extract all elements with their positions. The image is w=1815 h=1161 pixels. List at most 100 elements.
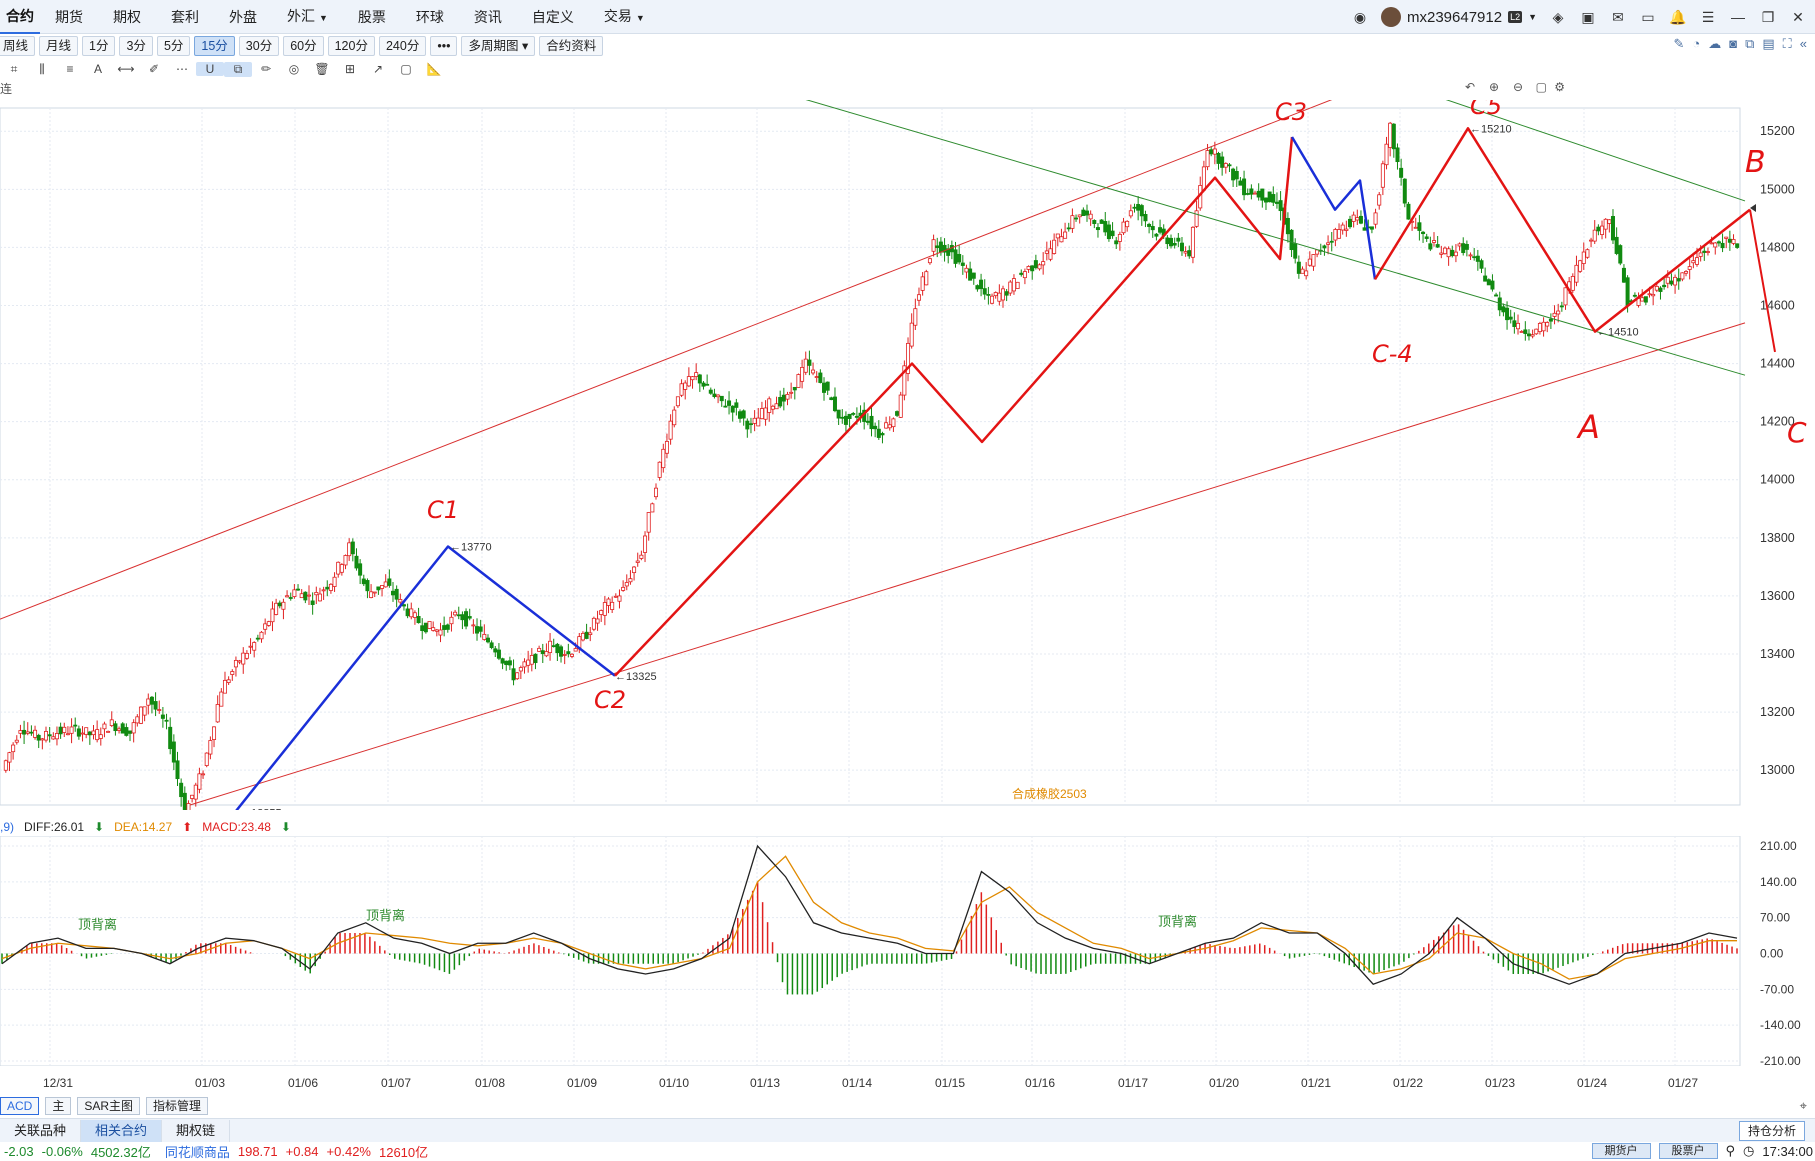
candle	[201, 773, 206, 776]
period-button-5[interactable]: 15分	[194, 36, 235, 56]
menu-item-label: 期权	[113, 8, 141, 25]
export-icon[interactable]: ↗	[372, 62, 384, 76]
zoom-in-icon[interactable]: ⊕	[1488, 80, 1499, 94]
overlap-icon[interactable]: ⧉	[224, 61, 252, 77]
candle	[573, 648, 578, 652]
period-button-8[interactable]: 120分	[327, 36, 375, 56]
commodity-name[interactable]: 同花顺商品	[164, 1144, 230, 1160]
multi-period-button[interactable]: 多周期图 ▾	[461, 36, 536, 56]
pencil-icon[interactable]: ✏	[260, 62, 272, 76]
collapse-icon[interactable]: «	[1799, 36, 1807, 51]
candle	[292, 589, 297, 597]
period-button-3[interactable]: 3分	[119, 36, 153, 56]
brush-icon[interactable]: ✐	[148, 62, 160, 76]
magnet-icon[interactable]: U	[196, 62, 224, 76]
candle	[442, 625, 447, 630]
grid-icon[interactable]: ⊞	[344, 62, 356, 76]
vr-glasses-icon[interactable]: ◉	[1353, 8, 1367, 25]
candle	[149, 696, 154, 705]
cloud-icon[interactable]: ☁	[1708, 36, 1722, 51]
menu-item-5[interactable]: 外汇 ▼	[272, 0, 343, 35]
divergence-label: 顶背离	[78, 917, 117, 932]
candle	[1194, 210, 1199, 227]
menu-item-9[interactable]: 自定义	[517, 0, 589, 34]
period-button-7[interactable]: 60分	[283, 36, 324, 56]
crop-icon[interactable]: ⌗	[10, 61, 18, 76]
save-icon[interactable]: ▣	[1581, 8, 1595, 25]
close-icon[interactable]: ✕	[1792, 8, 1804, 25]
fullscreen-icon[interactable]: ⛶	[1782, 36, 1792, 51]
diff-label: DIFF:26.01	[24, 820, 85, 834]
period-button-0[interactable]: 周线	[0, 36, 36, 56]
lines-icon[interactable]: ≡	[66, 62, 74, 76]
menu-item-3[interactable]: 套利	[156, 0, 214, 34]
more-icon[interactable]: ⋯	[176, 62, 188, 76]
undo-icon[interactable]: ↶	[1464, 80, 1475, 94]
candle	[1139, 205, 1144, 217]
minimize-icon[interactable]: —	[1731, 9, 1745, 25]
menu-item-4[interactable]: 外盘	[214, 0, 272, 34]
futures-account-button[interactable]: 期货户	[1591, 1143, 1651, 1159]
period-button-1[interactable]: 月线	[39, 36, 79, 56]
window-icon[interactable]: ▢	[1535, 80, 1547, 94]
pen-icon[interactable]: ✎	[1673, 36, 1685, 51]
zoom-out-icon[interactable]: ⊖	[1512, 80, 1523, 94]
sar-main-tab[interactable]: SAR主图	[77, 1097, 141, 1115]
menu-item-8[interactable]: 资讯	[459, 0, 517, 34]
price-chart[interactable]: 15200 15000 14800 14600 14400 14200 14000 13800…	[0, 100, 1815, 810]
main-indicator-icon[interactable]: 主	[45, 1097, 72, 1115]
tab-1[interactable]: 相关合约	[81, 1119, 163, 1142]
period-button-6[interactable]: 30分	[238, 36, 280, 56]
stock-account-button[interactable]: 股票户	[1658, 1143, 1718, 1159]
restore-icon[interactable]: ❐	[1761, 8, 1775, 25]
hold-analysis-button[interactable]: 持仓分析	[1738, 1121, 1805, 1141]
period-button-9[interactable]: 240分	[378, 36, 427, 56]
menu-item-7[interactable]: 环球	[401, 0, 459, 34]
more-periods-button[interactable]: •••	[430, 36, 458, 56]
screen-icon[interactable]: ▭	[1641, 8, 1655, 25]
period-button-4[interactable]: 5分	[156, 36, 191, 56]
layers-icon[interactable]: ◈	[1552, 8, 1564, 25]
menu-item-6[interactable]: 股票	[343, 0, 401, 34]
layout-icon[interactable]: ▤	[1762, 36, 1775, 51]
settings-icon[interactable]: ⚙	[1554, 80, 1565, 94]
trash-icon[interactable]: 🗑	[314, 62, 330, 76]
search-icon[interactable]: ⚲	[1725, 1143, 1736, 1158]
candle	[1154, 233, 1159, 237]
bell-icon[interactable]: 🔔	[1669, 8, 1687, 25]
toolbar-right-icons: ✎ ◔ ☁ ◙ ⧉ ▤ ⛶ «	[1673, 36, 1807, 52]
contract-info-button[interactable]: 合约资料	[539, 36, 604, 56]
tab-0[interactable]: 关联品种	[0, 1119, 82, 1142]
ruler-icon[interactable]: 📐	[426, 62, 442, 76]
copy-icon[interactable]: ⧉	[1745, 36, 1755, 51]
comment-icon[interactable]: ▢	[400, 62, 412, 76]
camera-icon[interactable]: ◙	[1729, 36, 1738, 51]
menu-item-10[interactable]: 交易 ▼	[589, 0, 660, 35]
candle	[1172, 243, 1177, 246]
candle	[358, 563, 363, 576]
location-icon[interactable]: ⌖	[1799, 1098, 1807, 1113]
text-icon[interactable]: A	[93, 62, 102, 76]
period-button-2[interactable]: 1分	[82, 36, 116, 56]
alert-icon[interactable]: ◔	[1692, 36, 1701, 51]
message-icon[interactable]: ✉	[1612, 8, 1624, 25]
candle	[237, 660, 242, 663]
measure-icon[interactable]: ⟷	[117, 62, 135, 76]
menu-item-1[interactable]: 期货	[40, 0, 98, 34]
indicator-manage-button[interactable]: 指标管理	[146, 1097, 209, 1115]
candle	[964, 267, 969, 273]
tab-2[interactable]: 期权链	[162, 1119, 231, 1142]
candle	[383, 581, 388, 588]
macd-chart[interactable]: 210.00 140.00 70.00 0.00 -70.00 -140.00 -210.0…	[0, 836, 1815, 1066]
fib-icon[interactable]: ⫼	[39, 61, 45, 76]
candle	[555, 643, 560, 654]
eye-icon[interactable]: ◎	[288, 62, 300, 76]
candle	[416, 616, 421, 624]
macd-indicator-tab[interactable]: ACD	[0, 1097, 40, 1115]
menu-item-2[interactable]: 期权	[98, 0, 156, 34]
menu-item-0[interactable]: 合约	[0, 0, 40, 34]
list-icon[interactable]: ☰	[1701, 8, 1715, 25]
top-menu-bar: 合约 期货 期权 套利 外盘 外汇 ▼ 股票 环球 资讯 自定义 交易 ▼ ◉ mx239647912 …	[0, 0, 1815, 34]
user-menu[interactable]: mx239647912 L2 ▼	[1380, 7, 1537, 27]
candle	[906, 342, 911, 374]
